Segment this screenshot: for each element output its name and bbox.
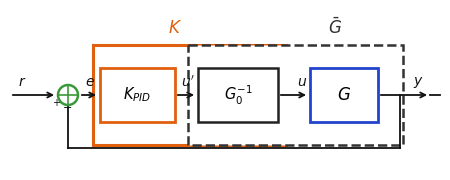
Text: $e$: $e$	[85, 75, 95, 89]
Text: $y$: $y$	[413, 75, 423, 89]
Text: $u'$: $u'$	[181, 74, 195, 90]
Bar	[188, 45, 403, 145]
Text: −: −	[63, 103, 73, 113]
Text: $u$: $u$	[297, 75, 307, 89]
Bar	[100, 68, 175, 122]
Bar	[310, 68, 378, 122]
Bar	[198, 68, 278, 122]
Text: $K_{PID}$: $K_{PID}$	[123, 86, 151, 104]
Bar	[93, 45, 286, 145]
Text: $\bar{G}$: $\bar{G}$	[328, 18, 342, 38]
Text: $G$: $G$	[337, 86, 351, 104]
Text: +: +	[52, 98, 60, 108]
Text: $G_0^{-1}$: $G_0^{-1}$	[224, 83, 252, 107]
Text: $K$: $K$	[168, 19, 182, 37]
Text: $r$: $r$	[18, 75, 26, 89]
